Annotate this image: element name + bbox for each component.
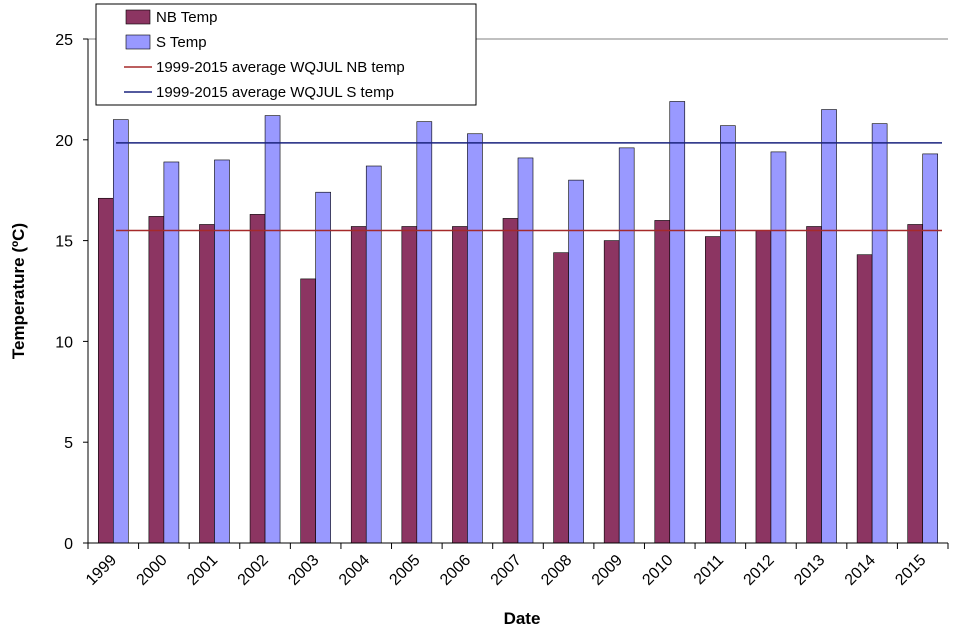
x-tick-label: 2007: [488, 552, 525, 589]
bar-nb-1999: [97, 197, 114, 544]
bar-nb-2000: [148, 216, 165, 544]
y-tick-label: 10: [55, 334, 73, 351]
y-axis-title: Temperature (ºC): [9, 223, 28, 359]
x-tick-label: 2002: [235, 552, 272, 589]
legend-swatch: [125, 34, 151, 50]
bar-nb-2009: [603, 240, 620, 544]
bar-s-2010: [669, 101, 686, 544]
x-tick-label: 2000: [134, 552, 171, 589]
bar-s-2007: [517, 157, 534, 544]
y-tick-label: 15: [55, 234, 73, 251]
bar-s-2015: [922, 153, 939, 544]
bar-s-2004: [365, 165, 382, 544]
bar-s-2005: [416, 121, 433, 544]
bar-nb-2003: [300, 278, 316, 544]
x-tick-label: 2010: [639, 552, 676, 589]
bar-s-2009: [618, 147, 635, 544]
legend-label: 1999-2015 average WQJUL NB temp: [156, 59, 405, 76]
bar-nb-2006: [452, 226, 468, 544]
bar-nb-2008: [553, 252, 569, 544]
x-tick-label: 2003: [285, 552, 322, 589]
bar-s-2014: [871, 123, 888, 544]
bar-s-2008: [568, 179, 584, 544]
y-tick-label: 5: [64, 435, 73, 452]
legend-swatch: [125, 9, 151, 25]
x-tick-label: 2009: [589, 552, 626, 589]
x-tick-label: 2006: [437, 552, 474, 589]
bar-s-2013: [821, 109, 837, 544]
bar-s-2012: [770, 151, 787, 544]
legend: NB Temp S Temp 1999-2015 average WQJUL NB …: [95, 3, 477, 106]
x-axis-title: Date: [504, 609, 541, 628]
bar-s-1999: [112, 119, 129, 544]
x-tick-label: 2013: [791, 552, 828, 589]
bar-nb-2010: [654, 220, 671, 544]
reference-lines-group: [116, 142, 942, 232]
bar-nb-2005: [401, 226, 418, 544]
bar-nb-2013: [806, 226, 822, 544]
y-tick-label: 20: [55, 133, 73, 150]
bars-group: [97, 101, 939, 544]
bar-nb-2012: [755, 230, 772, 544]
x-tick-label: 2008: [538, 552, 575, 589]
x-tick-label: 2014: [842, 552, 879, 589]
legend-items-group: NB Temp S Temp 1999-2015 average WQJUL NB …: [124, 9, 405, 101]
legend-label: S Temp: [156, 34, 207, 51]
x-tick-label: 2011: [691, 552, 727, 588]
x-tick-label: 2001: [184, 552, 221, 589]
bar-nb-2007: [502, 218, 519, 544]
bar-s-2006: [467, 133, 483, 544]
x-tick-label: 2015: [892, 552, 929, 589]
legend-label: NB Temp: [156, 9, 217, 26]
bar-nb-2014: [856, 254, 873, 544]
x-ticks-group: 1999 2000 2001 2002 2003 2004 2005 2006 2007 2008…: [83, 543, 949, 589]
bar-nb-2015: [907, 224, 924, 544]
bar-nb-2002: [249, 214, 266, 544]
x-tick-label: 1999: [83, 552, 120, 589]
bar-nb-2001: [199, 224, 215, 544]
bar-s-2001: [214, 159, 230, 544]
x-tick-label: 2012: [741, 552, 778, 589]
bar-s-2003: [315, 191, 331, 544]
bar-s-2011: [720, 125, 736, 544]
y-tick-label: 0: [64, 536, 73, 553]
legend-label: 1999-2015 average WQJUL S temp: [156, 84, 394, 101]
y-ticks-group: 0 5 10 15 20 25: [55, 32, 88, 553]
bar-s-2002: [264, 115, 281, 544]
y-tick-label: 25: [55, 32, 73, 49]
legend-box: [95, 3, 477, 106]
x-tick-label: 2004: [336, 552, 373, 589]
bar-nb-2011: [705, 236, 721, 544]
bar-nb-2004: [350, 226, 367, 544]
x-tick-label: 2005: [386, 552, 423, 589]
bar-s-2000: [163, 161, 180, 544]
